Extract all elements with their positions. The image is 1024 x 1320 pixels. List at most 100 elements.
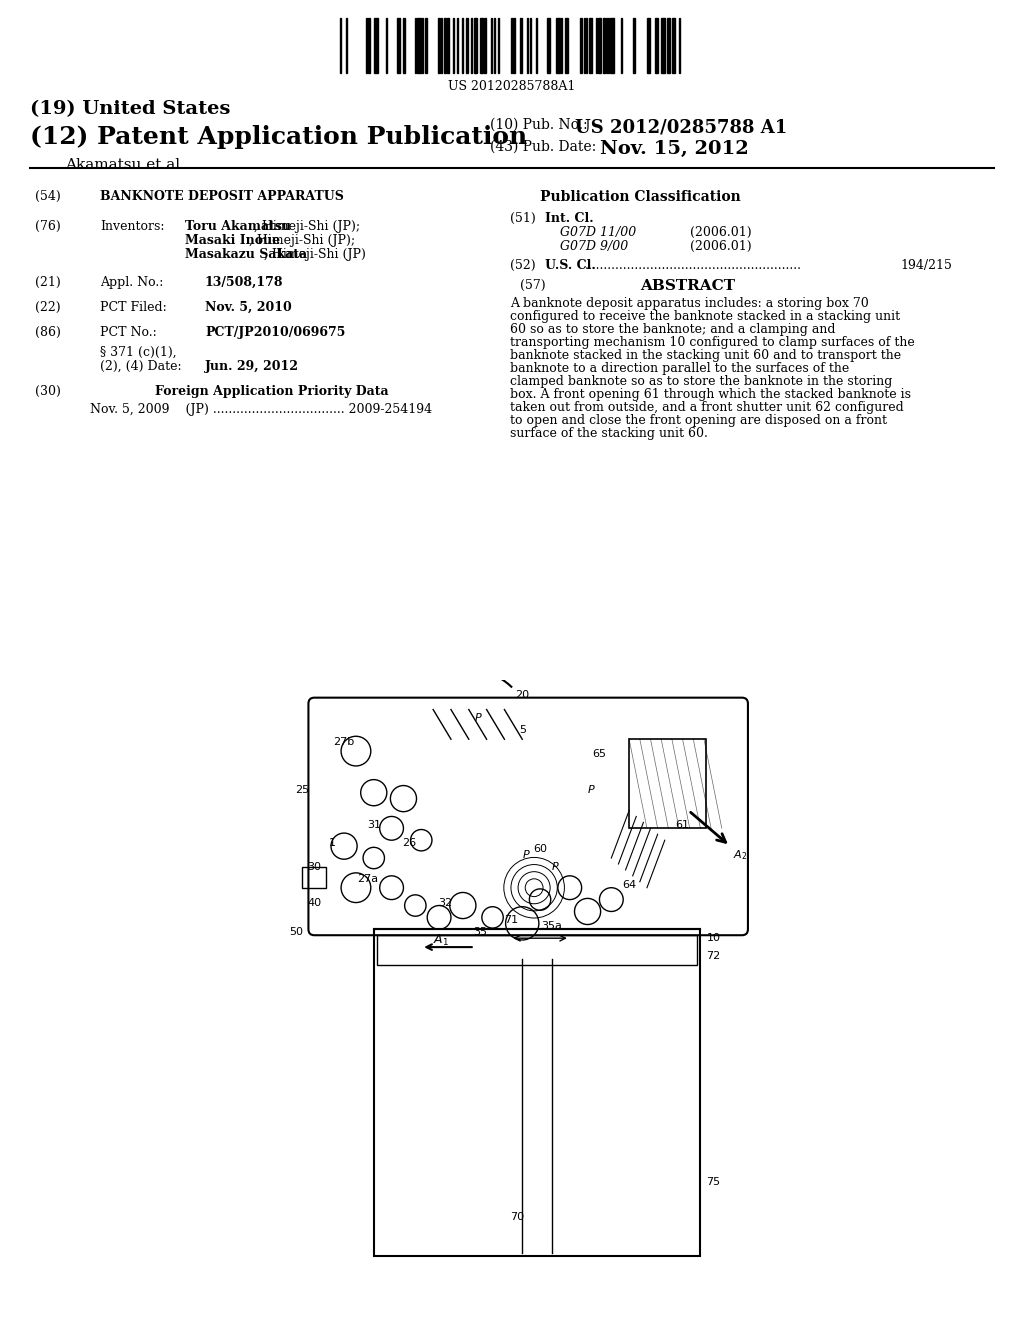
Text: 70: 70	[510, 1212, 524, 1222]
Text: 27a: 27a	[357, 874, 379, 884]
Text: (43) Pub. Date:: (43) Pub. Date:	[490, 140, 596, 154]
Bar	[610, 18, 614, 73]
Text: U.S. Cl.: U.S. Cl.	[545, 259, 596, 272]
Text: 13/508,178: 13/508,178	[205, 276, 284, 289]
Text: 35a: 35a	[542, 921, 562, 932]
Text: (2), (4) Date:: (2), (4) Date:	[100, 360, 181, 374]
Text: , Himeji-Shi (JP);: , Himeji-Shi (JP);	[249, 234, 354, 247]
Text: 61: 61	[676, 820, 689, 830]
Text: Akamatsu et al.: Akamatsu et al.	[65, 158, 185, 172]
Text: (19) United States: (19) United States	[30, 100, 230, 117]
Text: Nov. 5, 2010: Nov. 5, 2010	[205, 301, 292, 314]
Bar	[438, 18, 440, 73]
Text: Inventors:: Inventors:	[100, 220, 165, 234]
Text: , Himeji-Shi (JP);: , Himeji-Shi (JP);	[254, 220, 360, 234]
Bar	[425, 18, 427, 73]
Text: Nov. 5, 2009    (JP) .................................. 2009-254194: Nov. 5, 2009 (JP) ......................…	[90, 403, 432, 416]
Bar	[447, 18, 449, 73]
Bar	[598, 18, 601, 73]
Text: ABSTRACT: ABSTRACT	[640, 279, 735, 293]
Text: (2006.01): (2006.01)	[690, 226, 752, 239]
Text: (57): (57)	[520, 279, 546, 292]
Bar	[466, 18, 468, 73]
Text: 60 so as to store the banknote; and a clamping and: 60 so as to store the banknote; and a cl…	[510, 323, 836, 337]
Text: 50: 50	[290, 927, 303, 937]
Text: BANKNOTE DEPOSIT APPARATUS: BANKNOTE DEPOSIT APPARATUS	[100, 190, 344, 203]
Bar	[374, 18, 378, 73]
Text: 35: 35	[474, 927, 487, 937]
Text: 71: 71	[505, 915, 518, 925]
Text: 32: 32	[438, 898, 452, 908]
Text: 10: 10	[707, 933, 720, 944]
Text: 40: 40	[307, 898, 322, 908]
Bar	[580, 18, 582, 73]
Text: PCT Filed:: PCT Filed:	[100, 301, 167, 314]
Text: (21): (21)	[35, 276, 60, 289]
Bar	[629, 739, 707, 829]
Text: (2006.01): (2006.01)	[690, 240, 752, 253]
Text: (10) Pub. No.:: (10) Pub. No.:	[490, 117, 588, 132]
Text: Masakazu Sakata: Masakazu Sakata	[185, 248, 307, 261]
Text: taken out from outside, and a front shutter unit 62 configured: taken out from outside, and a front shut…	[510, 401, 904, 414]
Text: P: P	[588, 784, 594, 795]
Text: § 371 (c)(1),: § 371 (c)(1),	[100, 346, 176, 359]
Text: P: P	[475, 713, 481, 723]
Text: Toru Akamatsu: Toru Akamatsu	[185, 220, 291, 234]
Text: Appl. No.:: Appl. No.:	[100, 276, 164, 289]
Bar	[565, 18, 568, 73]
Bar	[377, 936, 697, 965]
Text: configured to receive the banknote stacked in a stacking unit: configured to receive the banknote stack…	[510, 310, 900, 323]
Text: US 20120285788A1: US 20120285788A1	[449, 81, 575, 92]
Bar	[655, 18, 658, 73]
Text: G07D 9/00: G07D 9/00	[560, 240, 629, 253]
Bar	[667, 18, 670, 73]
Text: ........................................................: ........................................…	[585, 259, 802, 272]
Bar	[397, 18, 400, 73]
Text: Publication Classification: Publication Classification	[540, 190, 740, 205]
Bar	[672, 18, 675, 73]
Text: (76): (76)	[35, 220, 60, 234]
Bar	[444, 18, 446, 73]
Bar	[513, 18, 515, 73]
Text: (12) Patent Application Publication: (12) Patent Application Publication	[30, 125, 527, 149]
Text: Jun. 29, 2012: Jun. 29, 2012	[205, 360, 299, 374]
Bar	[589, 18, 592, 73]
Text: 31: 31	[367, 820, 381, 830]
Text: (51): (51)	[510, 213, 536, 224]
Bar	[633, 18, 635, 73]
Text: 5: 5	[519, 725, 525, 735]
Text: P: P	[552, 862, 559, 873]
Bar	[647, 18, 650, 73]
Text: 1: 1	[329, 838, 336, 849]
Text: 75: 75	[707, 1176, 721, 1187]
Text: US 2012/0285788 A1: US 2012/0285788 A1	[575, 117, 787, 136]
Text: G07D 11/00: G07D 11/00	[560, 226, 636, 239]
Text: banknote stacked in the stacking unit 60 and to transport the: banknote stacked in the stacking unit 60…	[510, 348, 901, 362]
Text: 194/215: 194/215	[900, 259, 952, 272]
Text: 20: 20	[515, 689, 529, 700]
Text: A banknote deposit apparatus includes: a storing box 70: A banknote deposit apparatus includes: a…	[510, 297, 868, 310]
Text: Nov. 15, 2012: Nov. 15, 2012	[600, 140, 749, 158]
Bar	[662, 18, 665, 73]
Bar	[417, 18, 421, 73]
Bar	[474, 18, 477, 73]
Text: 65: 65	[593, 748, 606, 759]
Text: 30: 30	[307, 862, 322, 873]
Text: 25: 25	[296, 784, 309, 795]
Text: 27b: 27b	[334, 737, 354, 747]
Text: 72: 72	[707, 950, 721, 961]
Text: 26: 26	[402, 838, 417, 849]
Text: 60: 60	[534, 843, 547, 854]
Text: (86): (86)	[35, 326, 60, 339]
Text: (22): (22)	[35, 301, 60, 314]
Text: box. A front opening 61 through which the stacked banknote is: box. A front opening 61 through which th…	[510, 388, 911, 401]
Bar	[603, 18, 605, 73]
Text: clamped banknote so as to store the banknote in the storing: clamped banknote so as to store the bank…	[510, 375, 892, 388]
Bar	[480, 18, 483, 73]
Text: Foreign Application Priority Data: Foreign Application Priority Data	[155, 385, 389, 399]
Text: PCT/JP2010/069675: PCT/JP2010/069675	[205, 326, 345, 339]
Text: PCT No.:: PCT No.:	[100, 326, 157, 339]
Text: (30): (30)	[35, 385, 60, 399]
Text: $A_1$: $A_1$	[433, 933, 450, 948]
Text: Int. Cl.: Int. Cl.	[545, 213, 594, 224]
